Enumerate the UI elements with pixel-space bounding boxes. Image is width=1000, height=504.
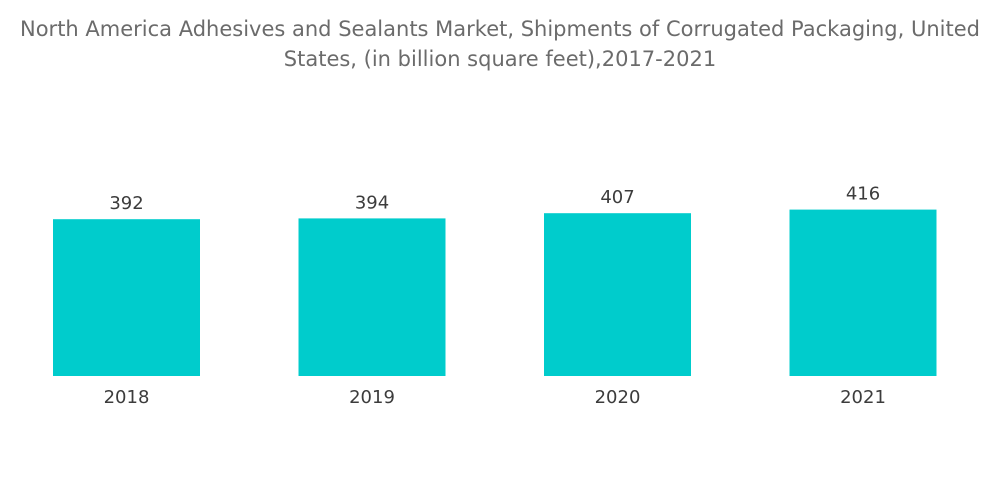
x-tick-label-2019: 2019 [349, 387, 395, 408]
data-label-2019: 394 [355, 192, 389, 213]
bar-2021 [789, 209, 937, 376]
data-labels-group: 392 394 407 416 [109, 184, 880, 215]
x-tick-label-2021: 2021 [840, 387, 886, 408]
bar-2019 [298, 218, 446, 376]
chart-title: North America Adhesives and Sealants Mar… [0, 14, 1000, 74]
data-label-2018: 392 [109, 193, 143, 214]
bar-2018 [53, 219, 200, 376]
chart-title-line-1: North America Adhesives and Sealants Mar… [20, 17, 980, 41]
data-label-2021: 416 [846, 184, 880, 205]
x-axis-ticks-group: 2018 2019 2020 2021 [104, 387, 886, 408]
data-label-2020: 407 [600, 187, 634, 208]
bars-group [53, 209, 937, 376]
x-tick-label-2020: 2020 [595, 387, 641, 408]
x-tick-label-2018: 2018 [104, 387, 150, 408]
bar-2020 [544, 213, 691, 376]
chart-title-line-2: States, (in billion square feet),2017-20… [283, 47, 717, 71]
